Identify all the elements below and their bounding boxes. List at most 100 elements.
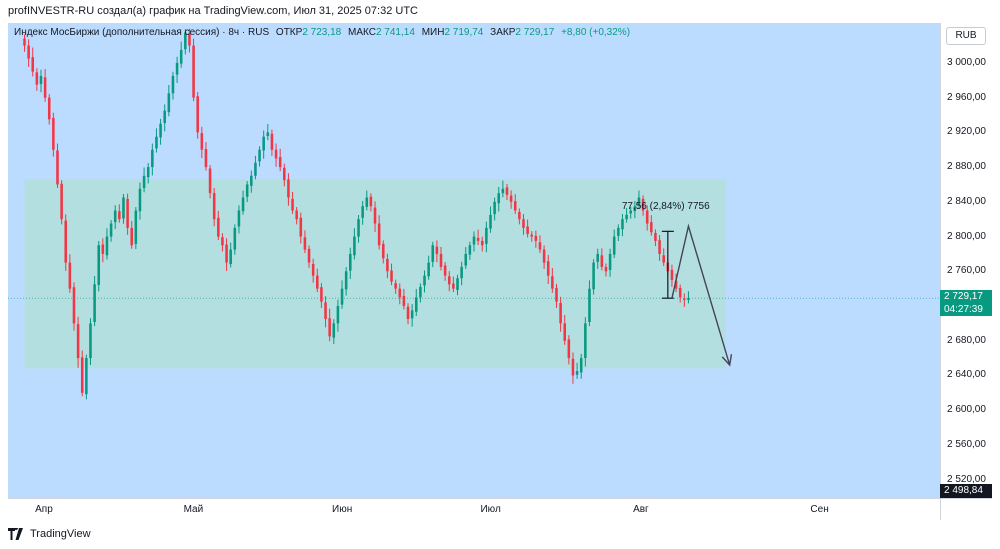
candle-body [353,236,356,256]
candle-body [35,72,39,85]
time-scale[interactable]: Апр Май Июн Июл Авг Сен [8,498,940,520]
candle-body [369,196,373,207]
scale-corner [940,498,992,520]
currency-button[interactable]: RUB [946,27,986,45]
candle-body [497,193,501,204]
candle-body [513,201,517,211]
candle-body [299,217,303,237]
candle-body [200,133,204,150]
candle-body [130,227,133,246]
candle-body [85,358,88,395]
candle-body [377,223,381,246]
candle-body [584,323,587,359]
candle-body [245,184,249,197]
candle-body [534,235,538,241]
chart-plot-area[interactable]: Индекс МосБиржи (дополнительная сессия) … [8,23,940,498]
candle-body [674,280,678,289]
candle-body [278,157,282,168]
time-tick-label: Май [183,504,204,515]
candlestick-chart[interactable] [8,23,940,498]
ohlc-legend: Индекс МосБиржи (дополнительная сессия) … [14,27,630,38]
candle-body [612,236,616,255]
candle-body [365,197,369,207]
candle-body [217,217,220,237]
candle-body [683,298,686,300]
candle-body [93,284,96,322]
price-tick-label: 2 840,00 [947,195,986,207]
candle-body [159,123,162,138]
bottom-price-tag: 2 498,84 [940,484,992,498]
projection-arrowhead [721,354,733,367]
candle-body [179,49,183,64]
candle-body [221,237,224,246]
candle-body [101,244,105,254]
time-tick-label: Июн [332,504,353,515]
candle-body [344,271,348,290]
candle-body [439,253,443,267]
measure-label: 77,56 (2,84%) 7756 [621,201,710,213]
candle-body [563,323,567,341]
candle-body [423,275,426,286]
candle-body [390,270,393,282]
tradingview-logo-icon [8,528,23,540]
candle-body [559,303,562,324]
price-tick-label: 2 760,00 [947,265,986,277]
candle-body [64,220,68,263]
candle-body [419,286,422,298]
candle-body [208,168,212,194]
chart-caption: profINVESTR-RU создал(а) график на Tradi… [8,5,418,17]
candle-body [621,219,624,230]
candle-body [410,310,414,319]
candle-body [320,287,323,302]
legend-low-value: 2 719,74 [444,27,484,38]
legend-close-label: ЗАКР [490,27,516,38]
last-price-value: 2 729,17 [944,291,983,303]
candle-body [283,167,286,181]
candle-body [431,245,435,262]
candle-body [47,97,51,120]
legend-open-label: ОТКР [275,27,303,38]
candle-body [526,226,529,234]
candle-body [464,253,468,266]
candle-body [530,234,534,237]
candle-body [105,236,109,256]
candle-body [373,207,377,224]
candle-body [658,240,661,254]
candle-body [138,188,142,212]
candle-body [456,278,459,291]
candle-body [435,246,439,254]
candle-body [89,323,92,359]
candle-body [142,175,146,189]
candle-body [229,249,232,264]
candle-body [316,275,319,289]
candle-body [485,227,488,244]
candle-body [546,261,550,276]
price-tick-label: 2 680,00 [947,334,986,346]
price-tick-label: 3 000,00 [947,56,986,68]
footer-brand: TradingView [8,528,91,540]
candle-body [60,183,63,220]
candle-body [126,198,129,228]
legend-change-value: +8,80 (+0,32%) [561,27,631,38]
candle-body [662,255,665,263]
candle-body [76,324,80,359]
price-scale[interactable]: 3 000,00 2 960,00 2 920,00 2 880,00 2 840,00… [940,23,992,498]
time-tick-label: Апр [35,504,53,515]
candle-body [113,210,117,223]
candle-body [555,287,558,302]
candle-body [287,179,290,198]
candle-body [468,245,472,255]
candle-body [394,283,397,289]
candle-body [204,149,208,168]
candle-body [381,243,385,259]
candle-body [571,358,575,376]
last-price-tag: 2 729,17 04:27:39 [940,290,992,317]
candle-body [386,258,389,272]
candle-body [328,318,331,337]
candle-body [633,206,637,212]
candle-body [303,237,307,250]
candle-body [270,133,274,150]
legend-close-value: 2 729,17 [515,27,555,38]
candle-body [39,75,43,84]
candle-body [146,167,150,178]
